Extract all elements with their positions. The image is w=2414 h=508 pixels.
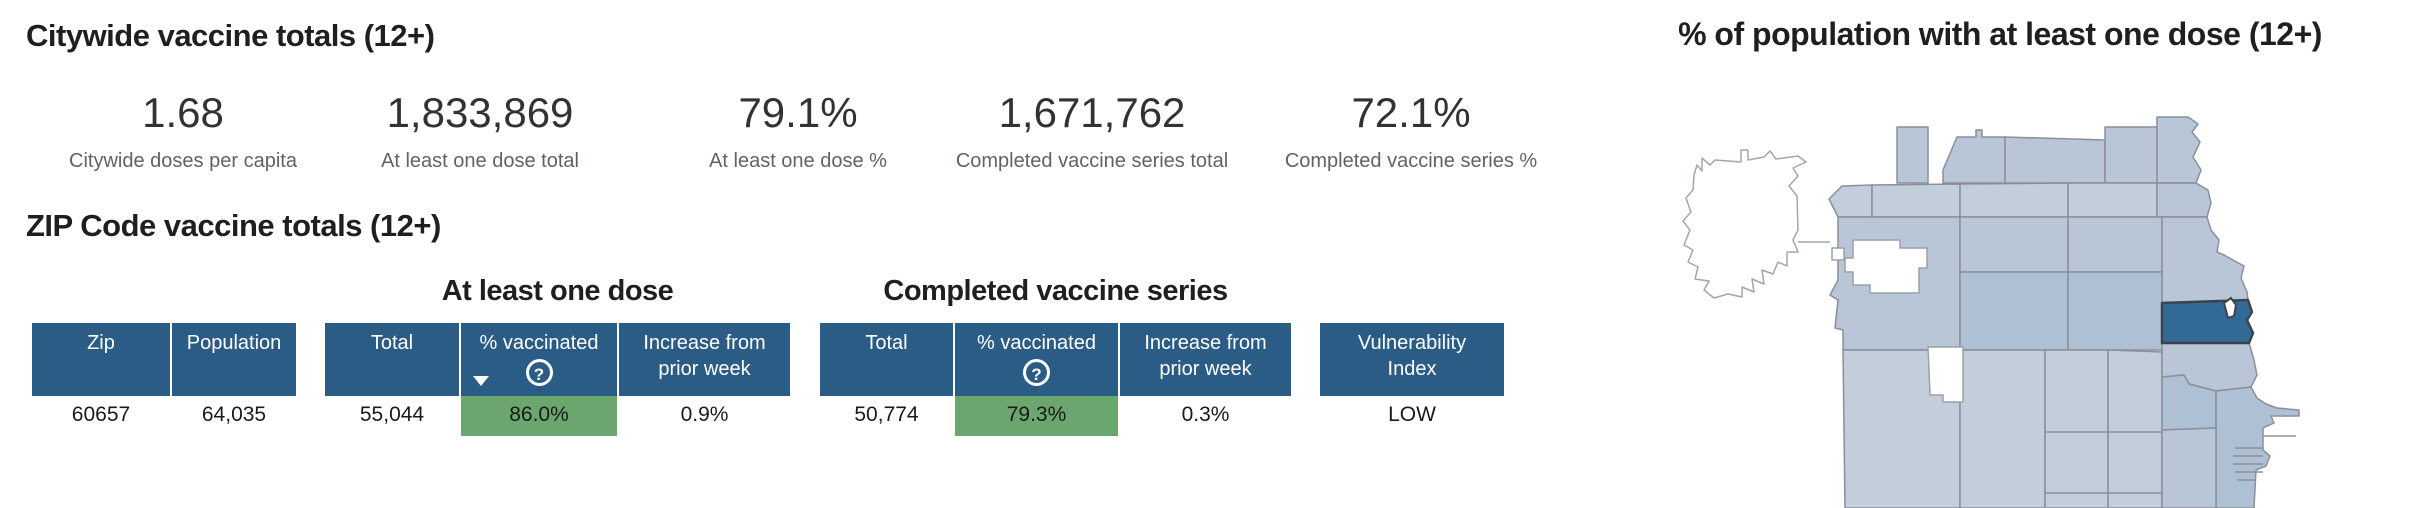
cell-zip[interactable]: 60657 [71,403,131,426]
map-zip [2004,136,2106,184]
map-zip [1828,184,1873,218]
col-header-label: Population [186,332,282,354]
col-header-vulnerability[interactable]: Vulnerability Index [1320,323,1504,396]
map-zip [1959,182,2069,218]
map-zip [2161,427,2217,508]
col-header-series-increase[interactable]: Increase from prior week [1120,323,1291,396]
col-header-label: Total [865,332,908,354]
stat-value: 72.1% [1351,89,1471,136]
map-hole-elmwood [1927,346,1964,403]
col-header-label: Zip [87,332,115,354]
col-header-dose1-total[interactable]: Total [325,323,459,396]
map-zip [2067,271,2163,351]
map-zip-selected-60657[interactable] [2160,298,2255,345]
stat-doses-per-capita: 1.68 Citywide doses per capita [23,90,343,173]
col-header-population[interactable]: Population [172,323,296,396]
map-ohare-outline [1682,149,1807,299]
cell-dose1-pct[interactable]: 86.0% [461,396,617,436]
col-header-zip[interactable]: Zip [32,323,170,396]
group-header-one-dose: At least one dose [441,275,674,307]
stat-label: Citywide doses per capita [69,150,297,172]
col-header-dose1-increase[interactable]: Increase from prior week [619,323,790,396]
map-zip [2044,349,2109,508]
help-icon[interactable]: ? [525,359,553,386]
map-title: % of population with at least one dose (… [1678,16,2322,52]
col-header-label: Vulnerability Index [1357,332,1467,380]
stat-value: 1,833,869 [386,89,574,136]
stat-one-dose-pct: 79.1% At least one dose % [638,90,958,173]
map-zip [1959,271,2069,351]
col-header-label: % vaccinated [977,332,1096,354]
col-header-label: % vaccinated [479,332,599,354]
map-zip [2067,182,2158,218]
stat-label: At least one dose % [709,150,887,172]
col-header-label: Increase from prior week [1144,332,1267,380]
col-header-label: Total [370,332,414,354]
stat-label: Completed vaccine series total [955,150,1229,172]
cell-vulnerability[interactable]: LOW [1388,403,1436,426]
cell-dose1-increase[interactable]: 0.9% [680,403,729,426]
map-zip [1959,349,2046,508]
cell-series-increase[interactable]: 0.3% [1181,403,1230,426]
map-zip [2104,126,2158,184]
col-header-series-pct[interactable]: % vaccinated ? [955,323,1118,396]
stat-label: Completed vaccine series % [1284,150,1538,172]
cell-dose1-total[interactable]: 55,044 [359,403,425,426]
stat-value: 1.68 [142,89,224,136]
group-header-completed-series: Completed vaccine series [883,275,1228,307]
cell-series-pct[interactable]: 79.3% [955,396,1118,436]
map-zip [2156,116,2202,184]
stat-value: 1,671,762 [998,89,1186,136]
map-hole-notch [1831,247,1845,261]
col-header-label: Increase from prior week [643,332,766,380]
map-zip [2107,349,2163,508]
map-zip [1896,126,1929,184]
map-harbor-notch [2222,296,2238,320]
zip-choropleth-map[interactable] [1600,80,2414,508]
stat-one-dose-total: 1,833,869 At least one dose total [320,90,640,173]
col-header-series-total[interactable]: Total [820,323,953,396]
zip-section-title: ZIP Code vaccine totals (12+) [26,208,441,243]
map-zip [2161,216,2249,304]
col-header-dose1-pct[interactable]: % vaccinated ? [461,323,617,396]
stat-series-total: 1,671,762 Completed vaccine series total [932,90,1252,173]
map-zip [2067,216,2163,273]
cell-series-total[interactable]: 50,774 [854,403,919,426]
map-zip [2156,182,2212,218]
stat-series-pct: 72.1% Completed vaccine series % [1251,90,1571,173]
map-hole-norridge [1844,239,1928,294]
map-zip-borders [2045,431,2296,494]
help-icon[interactable]: ? [1023,359,1050,386]
citywide-title: Citywide vaccine totals (12+) [26,18,435,53]
stat-value: 79.1% [738,89,858,136]
map-zip [1871,183,1961,218]
sort-descending-icon[interactable] [473,376,489,386]
map-zip [1942,129,2006,184]
map-zip [1959,216,2069,273]
cell-population[interactable]: 64,035 [201,403,267,426]
stat-label: At least one dose total [381,150,579,172]
